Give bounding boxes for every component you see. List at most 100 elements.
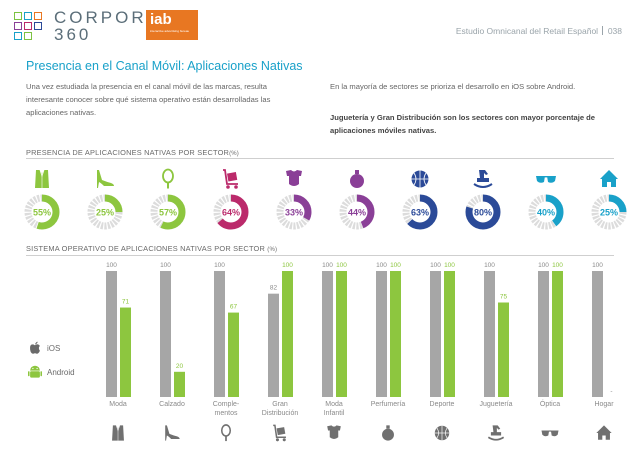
trolley-icon — [223, 169, 238, 189]
legend-android-label: Android — [47, 368, 75, 377]
intro-left-text: Una vez estudiada la presencia en el can… — [26, 82, 271, 117]
basketball-icon — [411, 170, 429, 188]
donut-label: 25% — [96, 208, 114, 218]
section-divider — [26, 255, 614, 256]
donut-arc — [465, 194, 501, 230]
basketball-icon — [434, 425, 450, 441]
bar-android — [174, 371, 185, 397]
donut-arc — [24, 194, 60, 230]
category-label: Infantil — [324, 410, 345, 417]
bar-value-ios: 100 — [322, 262, 333, 269]
bar-value-ios: 100 — [430, 262, 441, 269]
category-label: Deporte — [430, 401, 455, 408]
heel-shoe-icon — [165, 425, 180, 441]
donut-arc — [87, 194, 123, 230]
report-header: Estudio Omnicanal del Retail Español 038 — [456, 26, 622, 36]
bar-android — [498, 302, 509, 397]
donut-section-unit: (%) — [229, 151, 239, 157]
corpora360-logo: CORPORA 360 — [14, 8, 158, 44]
category-label: Hogar — [594, 401, 614, 408]
bar-ios — [106, 271, 117, 397]
logo-square — [24, 32, 32, 40]
bar-ios — [322, 271, 333, 397]
logo-square — [14, 32, 22, 40]
donut-section-title-text: PRESENCIA DE APLICACIONES NATIVAS POR SE… — [26, 148, 230, 157]
bar-value-android: 100 — [444, 262, 455, 269]
house-icon — [600, 170, 618, 187]
page-number: 038 — [607, 26, 622, 36]
bar-value-ios: 100 — [214, 262, 225, 269]
bar-value-android: 20 — [176, 363, 184, 370]
category-label: Perfumería — [371, 401, 406, 408]
donut-label: 55% — [33, 208, 51, 218]
bar-ios — [430, 271, 441, 397]
sunglasses-icon — [536, 176, 556, 183]
donut-label: 44% — [348, 208, 366, 218]
bar-section-unit: (%) — [267, 247, 278, 253]
logo-square — [34, 12, 42, 20]
bar-ios — [538, 271, 549, 397]
donut-arc — [591, 194, 627, 230]
bar-value-ios: 100 — [160, 262, 171, 269]
donut-label: 80% — [474, 208, 492, 218]
donut-label: 40% — [537, 208, 555, 218]
baby-onesie-icon — [286, 170, 302, 186]
bar-value-android: 67 — [230, 304, 238, 311]
donut-label: 63% — [411, 208, 429, 218]
logo-square — [34, 22, 42, 30]
bar-value-android: 71 — [122, 299, 130, 306]
android-icon — [28, 365, 42, 378]
bar-value-ios: 100 — [592, 262, 603, 269]
logo-square — [24, 12, 32, 20]
apple-icon — [30, 341, 40, 354]
bar-value-android: 100 — [552, 262, 563, 269]
brand-line1: CORPORA — [54, 8, 161, 27]
bar-android — [552, 271, 563, 397]
perfume-bottle-icon — [382, 425, 394, 441]
category-label: Calzado — [159, 401, 185, 408]
bar-section-title: SISTEMA OPERATIVO DE APLICACIONES NATIVA… — [26, 244, 277, 253]
bar-value-ios: 82 — [270, 285, 278, 292]
house-icon — [596, 425, 612, 440]
bar-ios — [592, 271, 603, 397]
category-label: Moda — [109, 401, 127, 408]
logo-square — [24, 22, 32, 30]
shirt-icon — [35, 169, 49, 188]
donut-arc — [402, 194, 438, 230]
category-label: Juguetería — [479, 401, 512, 408]
bar-ios — [160, 271, 171, 397]
category-label: Comple- — [213, 401, 240, 408]
donut-label: 33% — [285, 208, 303, 218]
donut-arc — [528, 194, 564, 230]
category-label: Óptica — [540, 399, 560, 408]
bar-section-title-text: SISTEMA OPERATIVO DE APLICACIONES NATIVA… — [26, 244, 266, 253]
bar-value-ios: 100 — [376, 262, 387, 269]
donut-label: 64% — [222, 208, 240, 218]
bar-android — [228, 312, 239, 397]
rocking-horse-icon — [487, 425, 505, 441]
bar-ios — [214, 271, 225, 397]
category-label: Gran — [272, 401, 288, 408]
donut-arc — [150, 194, 186, 230]
category-label: Distribución — [262, 410, 299, 417]
bar-value-android: 100 — [390, 262, 401, 269]
mirror-icon — [162, 168, 174, 189]
bar-android — [444, 271, 455, 397]
bar-android — [336, 271, 347, 397]
bar-value-ios: 100 — [538, 262, 549, 269]
section-divider — [26, 158, 614, 159]
iab-logo-text: iab — [150, 11, 172, 28]
intro-right-text: En la mayoría de sectores se prioriza el… — [330, 82, 576, 91]
bar-value-android: - — [610, 388, 612, 395]
bar-value-android: 75 — [500, 294, 508, 301]
iab-tagline: interactive advertising bureau — [150, 29, 190, 33]
rocking-horse-icon — [473, 170, 493, 188]
bar-ios — [484, 271, 495, 397]
shirt-icon — [112, 425, 124, 441]
category-label: Moda — [325, 401, 343, 408]
trolley-icon — [273, 424, 286, 442]
donut-label: 57% — [159, 208, 177, 218]
donut-label: 25% — [600, 208, 618, 218]
mirror-icon — [220, 424, 232, 442]
